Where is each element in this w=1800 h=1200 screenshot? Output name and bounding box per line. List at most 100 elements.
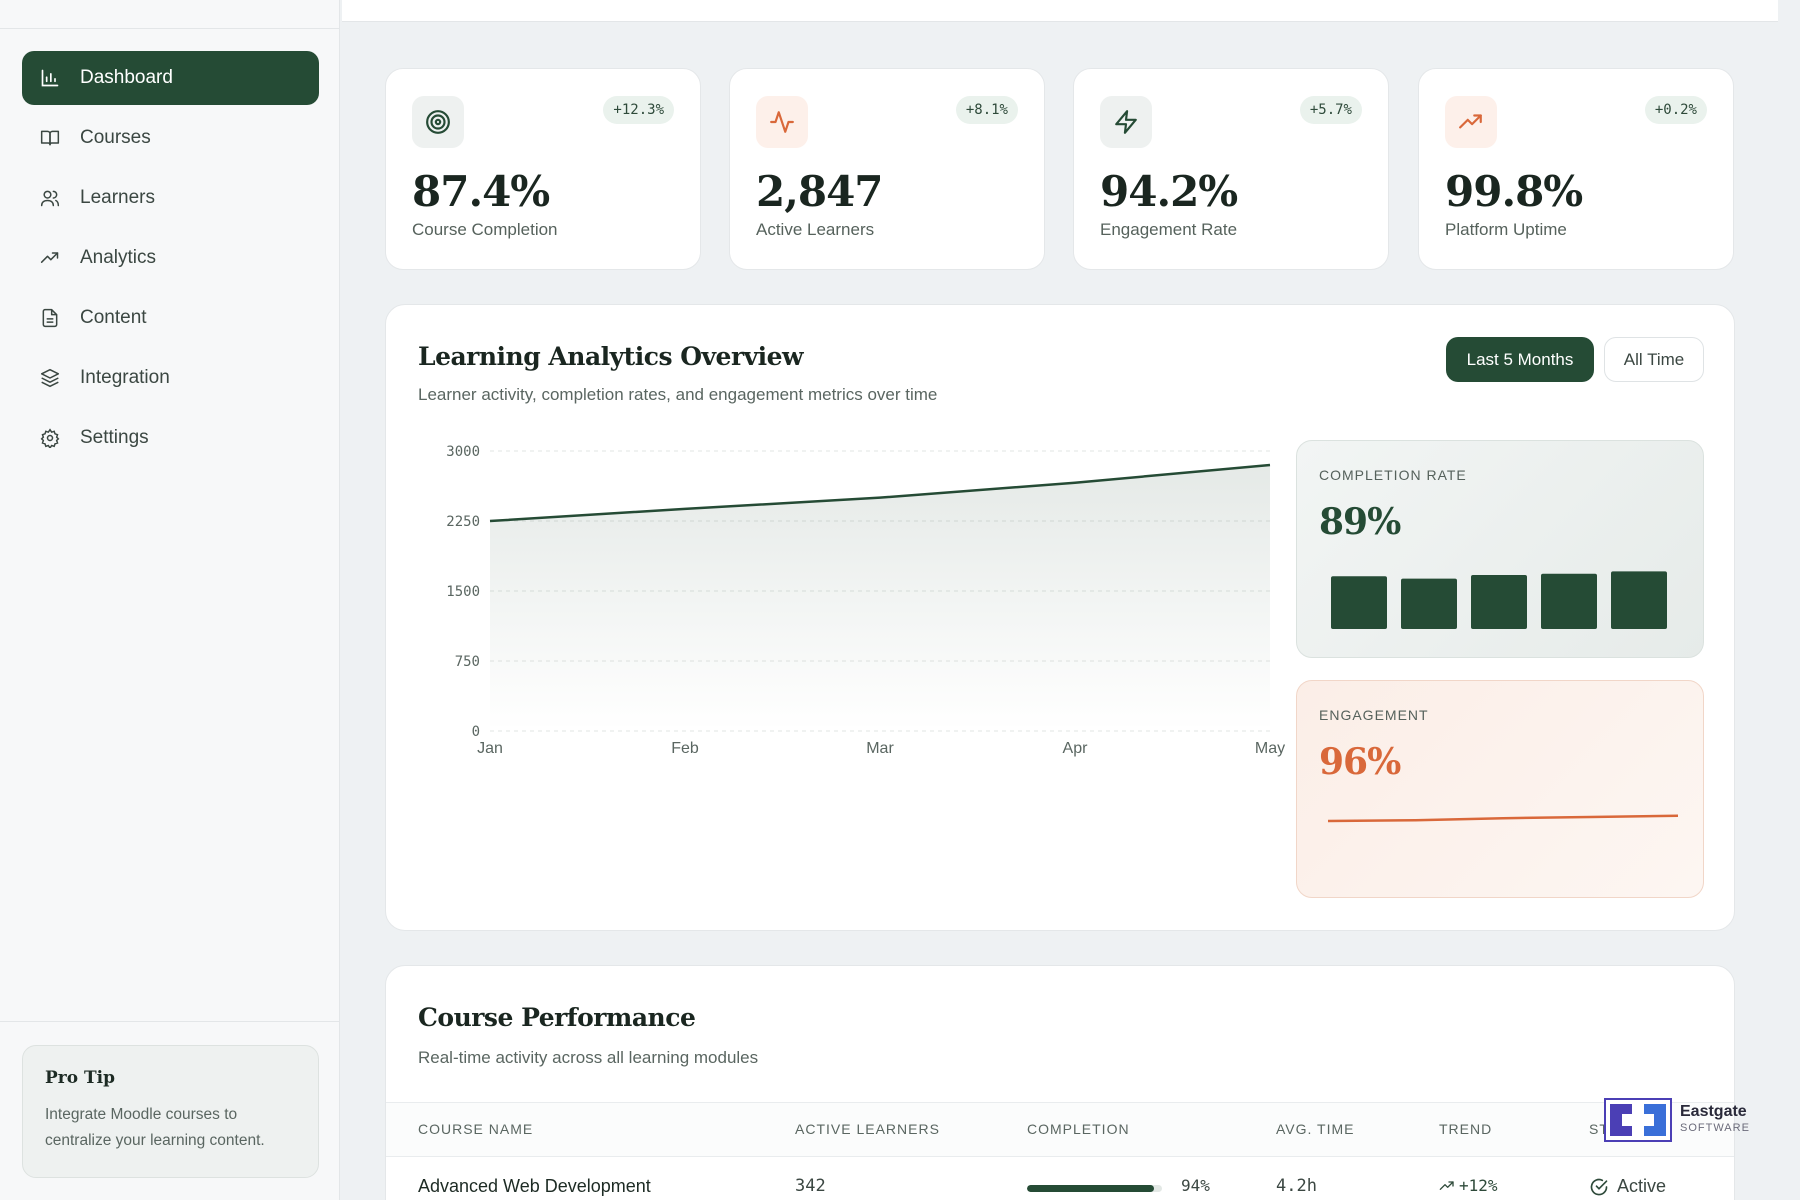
bar-chart-icon <box>38 66 62 90</box>
pro-tip-card: Pro Tip Integrate Moodle courses to cent… <box>22 1045 319 1178</box>
mini-bar <box>1401 578 1457 629</box>
users-icon <box>38 186 62 210</box>
engagement-line <box>1327 814 1679 823</box>
mini-bar <box>1611 571 1667 629</box>
kpi-label: Course Completion <box>412 220 558 239</box>
y-tick-label: 1500 <box>446 584 480 600</box>
completion-rate-card: COMPLETION RATE 89% <box>1296 440 1704 658</box>
sidebar-item-dashboard[interactable]: Dashboard <box>22 51 319 105</box>
pro-tip-title: Pro Tip <box>45 1068 115 1088</box>
sidebar-item-label: Courses <box>80 127 151 148</box>
avg-time: 4.2h <box>1276 1176 1317 1196</box>
y-tick-label: 750 <box>455 654 480 670</box>
completion-progress-bar <box>1027 1185 1162 1192</box>
engagement-card: ENGAGEMENT 96% <box>1296 680 1704 898</box>
mini-bar <box>1331 576 1387 629</box>
pro-tip-text: Integrate Moodle courses to centralize y… <box>45 1106 265 1149</box>
table-row[interactable]: Advanced Web Development 342 94% 4.2h +1… <box>386 1158 1734 1200</box>
trending-up-icon <box>1439 1180 1454 1190</box>
completion-percent: 94% <box>1181 1176 1210 1195</box>
book-icon <box>38 126 62 150</box>
kpi-delta-badge: +0.2% <box>1644 96 1707 124</box>
gear-icon <box>38 426 62 450</box>
sidebar-item-content[interactable]: Content <box>22 291 319 345</box>
column-header-trend[interactable]: TREND <box>1439 1121 1493 1137</box>
mini-bar <box>1541 573 1597 629</box>
sidebar: Dashboard Courses Learners Analytics Con… <box>0 0 340 1200</box>
status-badge: Active <box>1589 1176 1666 1197</box>
kpi-delta-badge: +8.1% <box>955 96 1018 124</box>
learning-area-chart: 0 750 1500 2250 3000 Jan Feb Mar Apr May <box>446 444 1285 757</box>
performance-title: Course Performance <box>418 1003 696 1032</box>
eastgate-logo-mark <box>1604 1098 1672 1142</box>
sidebar-divider-top <box>0 28 340 29</box>
trending-up-icon <box>38 246 62 270</box>
lightning-icon <box>1100 96 1152 148</box>
kpi-value: 87.4% <box>412 167 550 216</box>
trend-value: +12% <box>1439 1176 1498 1195</box>
x-tick-label: Feb <box>671 740 699 757</box>
x-tick-label: Mar <box>866 740 894 757</box>
sidebar-item-label: Settings <box>80 427 149 448</box>
kpi-value: 99.8% <box>1445 167 1583 216</box>
sidebar-nav: Dashboard Courses Learners Analytics Con… <box>22 51 319 471</box>
range-last-5-months-button[interactable]: Last 5 Months <box>1446 337 1594 382</box>
kpi-card-engagement-rate: +5.7% 94.2% Engagement Rate <box>1073 68 1389 270</box>
sidebar-item-learners[interactable]: Learners <box>22 171 319 225</box>
sidebar-divider <box>0 1021 340 1022</box>
column-header-active-learners[interactable]: ACTIVE LEARNERS <box>795 1121 940 1137</box>
range-all-time-button[interactable]: All Time <box>1604 337 1704 382</box>
kpi-card-active-learners: +8.1% 2,847 Active Learners <box>729 68 1045 270</box>
mini-bar <box>1471 575 1527 629</box>
sidebar-item-settings[interactable]: Settings <box>22 411 319 465</box>
check-circle-icon <box>1590 1178 1608 1195</box>
sidebar-item-courses[interactable]: Courses <box>22 111 319 165</box>
trending-up-icon <box>1445 96 1497 148</box>
engagement-value: 96% <box>1319 741 1401 783</box>
series-line <box>489 463 1271 523</box>
sidebar-item-label: Learners <box>80 187 155 208</box>
sidebar-item-label: Dashboard <box>80 67 173 88</box>
column-header-completion[interactable]: COMPLETION <box>1027 1121 1130 1137</box>
sidebar-item-analytics[interactable]: Analytics <box>22 231 319 285</box>
y-tick-label: 2250 <box>446 514 480 530</box>
column-header-status[interactable]: ST <box>1589 1121 1609 1137</box>
logo-name: Eastgate <box>1680 1103 1747 1120</box>
top-bar <box>342 0 1778 22</box>
layers-icon <box>38 366 62 390</box>
kpi-label: Platform Uptime <box>1445 220 1567 239</box>
column-header-course-name[interactable]: COURSE NAME <box>418 1121 534 1137</box>
course-performance-card: Course Performance Real-time activity ac… <box>385 965 1735 1200</box>
status-text: Active <box>1617 1176 1667 1196</box>
document-icon <box>38 306 62 330</box>
kpi-label: Engagement Rate <box>1100 220 1238 239</box>
analytics-subtitle: Learner activity, completion rates, and … <box>418 385 938 404</box>
y-tick-label: 3000 <box>446 444 480 460</box>
completion-rate-value: 89% <box>1319 501 1401 543</box>
series-area <box>490 465 1270 731</box>
kpi-delta-badge: +5.7% <box>1299 96 1362 124</box>
completion-progress-fill <box>1027 1185 1154 1192</box>
table-header: COURSE NAME ACTIVE LEARNERS COMPLETION A… <box>386 1102 1734 1157</box>
kpi-card-course-completion: +12.3% 87.4% Course Completion <box>385 68 701 270</box>
logo-sub: SOFTWARE <box>1680 1122 1750 1134</box>
analytics-title: Learning Analytics Overview <box>418 342 804 371</box>
kpi-label: Active Learners <box>756 220 875 239</box>
x-tick-label: May <box>1255 740 1285 757</box>
target-icon <box>412 96 464 148</box>
x-tick-label: Apr <box>1063 740 1089 757</box>
sidebar-item-label: Analytics <box>80 247 157 268</box>
completion-mini-bars <box>1331 571 1667 629</box>
engagement-label: ENGAGEMENT <box>1319 707 1429 723</box>
sidebar-item-integration[interactable]: Integration <box>22 351 319 405</box>
sidebar-item-label: Integration <box>80 367 170 388</box>
engagement-sparkline <box>1327 814 1679 823</box>
column-header-avg-time[interactable]: AVG. TIME <box>1276 1121 1355 1137</box>
trend-text: +12% <box>1459 1176 1498 1195</box>
eastgate-logo: Eastgate SOFTWARE <box>1604 1098 1764 1142</box>
sidebar-item-label: Content <box>80 307 147 328</box>
activity-icon <box>756 96 808 148</box>
kpi-delta-badge: +12.3% <box>603 96 674 124</box>
analytics-overview-card: Learning Analytics Overview Learner acti… <box>385 304 1735 931</box>
kpi-value: 2,847 <box>756 167 884 216</box>
